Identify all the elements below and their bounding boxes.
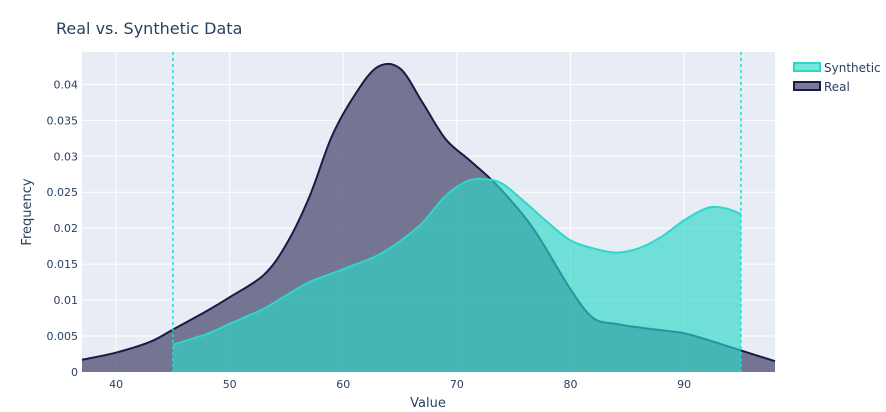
x-tick-label: 50 (223, 378, 237, 391)
y-tick-label: 0 (71, 366, 78, 379)
legend-swatch-real (793, 81, 821, 91)
x-tick-label: 90 (677, 378, 691, 391)
legend-item-synthetic[interactable]: Synthetic (793, 61, 881, 75)
legend-item-real[interactable]: Real (793, 80, 850, 94)
x-tick-label: 40 (109, 378, 123, 391)
x-tick-label: 60 (336, 378, 350, 391)
y-tick-label: 0.02 (54, 222, 79, 235)
x-tick-label: 70 (450, 378, 464, 391)
tick-labels: 0 0.005 0.01 0.015 0.02 0.025 0.03 0.035 0.04 40 5… (47, 78, 692, 391)
y-tick-label: 0.025 (47, 186, 79, 199)
y-tick-label: 0.005 (47, 330, 79, 343)
legend-label-synthetic: Synthetic (824, 61, 881, 75)
x-axis-title: Value (410, 396, 446, 411)
series-layer (81, 62, 776, 372)
y-tick-label: 0.035 (47, 114, 79, 127)
y-tick-label: 0.01 (54, 294, 79, 307)
legend: Synthetic Real (793, 61, 881, 94)
x-tick-label: 80 (564, 378, 578, 391)
legend-swatch-synthetic (793, 62, 821, 72)
y-axis-title: Frequency (20, 178, 35, 245)
area-fill-synthetic (172, 178, 741, 372)
reference-lines (172, 52, 742, 372)
legend-label-real: Real (824, 80, 850, 94)
y-tick-label: 0.03 (54, 150, 79, 163)
series-line-synthetic (172, 177, 742, 346)
y-tick-label: 0.015 (47, 258, 79, 271)
y-tick-label: 0.04 (54, 78, 79, 91)
chart-title: Real vs. Synthetic Data (56, 19, 242, 38)
